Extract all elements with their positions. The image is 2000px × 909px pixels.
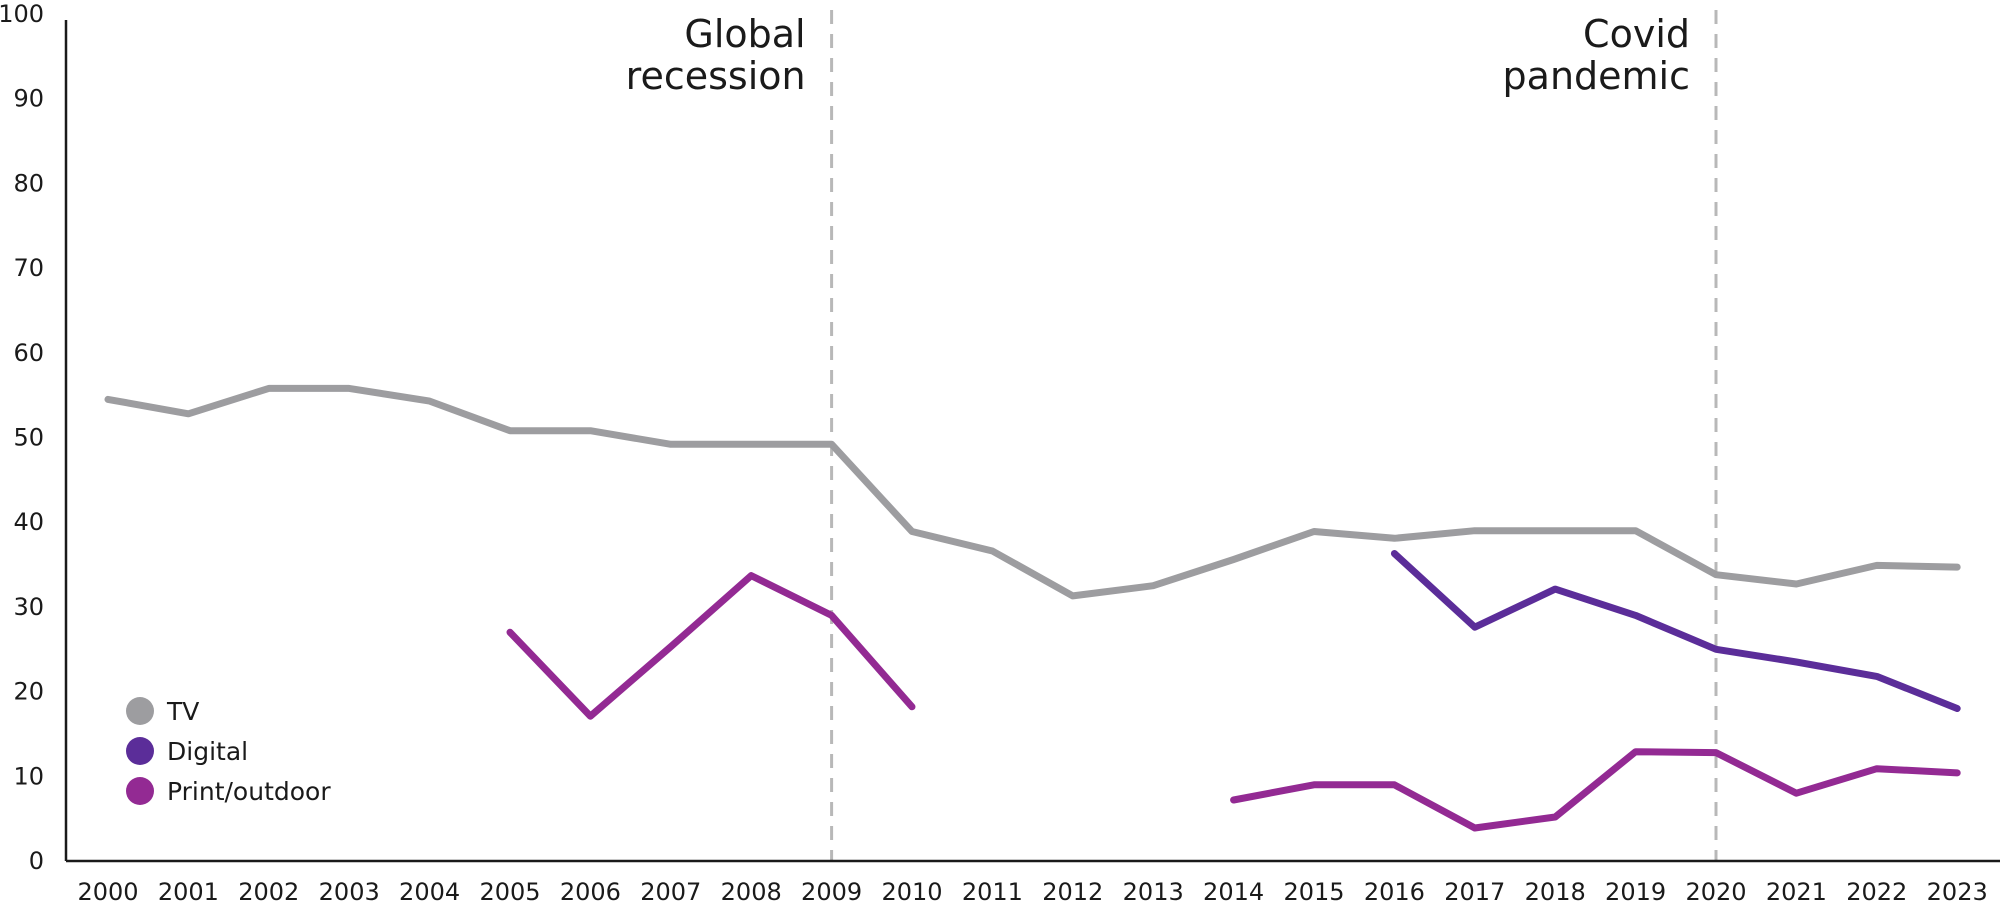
x-tick-label: 2017 xyxy=(1444,878,1505,906)
x-tick-label: 2018 xyxy=(1525,878,1586,906)
x-tick-label: 2021 xyxy=(1766,878,1827,906)
y-tick-label: 0 xyxy=(29,847,44,875)
y-tick-label: 70 xyxy=(13,254,44,282)
y-tick-label: 60 xyxy=(13,339,44,367)
x-tick-label: 2019 xyxy=(1605,878,1666,906)
y-axis-ticks: 0 10 20 30 40 50 60 70 80 90 100 xyxy=(0,0,44,875)
legend-label: Digital xyxy=(167,737,248,766)
series-line-digital xyxy=(1390,550,1961,712)
x-axis-ticks: 2000 2001 2002 2003 2004 2005 2006 2007 2008 2009… xyxy=(77,878,1987,906)
x-tick-label: 2012 xyxy=(1042,878,1103,906)
series-line-print-outdoor xyxy=(506,572,916,720)
x-tick-label: 2001 xyxy=(158,878,219,906)
x-tick-label: 2008 xyxy=(721,878,782,906)
legend-swatch xyxy=(126,777,154,805)
x-tick-label: 2015 xyxy=(1283,878,1344,906)
series-line-tv xyxy=(104,384,1961,600)
event-annotation-text: pandemic xyxy=(1503,54,1690,98)
x-tick-label: 2013 xyxy=(1123,878,1184,906)
x-tick-label: 2020 xyxy=(1685,878,1746,906)
y-tick-label: 100 xyxy=(0,0,44,28)
event-lines xyxy=(830,10,1718,861)
y-tick-label: 80 xyxy=(13,169,44,197)
x-tick-label: 2004 xyxy=(399,878,460,906)
series-lines xyxy=(104,384,1961,832)
x-tick-label: 2009 xyxy=(801,878,862,906)
series-line-print-outdoor xyxy=(1230,748,1961,832)
y-tick-label: 90 xyxy=(13,85,44,113)
x-tick-label: 2007 xyxy=(640,878,701,906)
legend-swatch xyxy=(126,737,154,765)
legend-label: TV xyxy=(166,697,199,726)
x-tick-label: 2002 xyxy=(238,878,299,906)
y-tick-label: 20 xyxy=(13,678,44,706)
x-tick-label: 2003 xyxy=(319,878,380,906)
y-tick-label: 30 xyxy=(13,593,44,621)
event-annotation-text: recession xyxy=(626,54,806,98)
x-tick-label: 2011 xyxy=(962,878,1023,906)
legend-label: Print/outdoor xyxy=(167,777,331,806)
x-tick-label: 2016 xyxy=(1364,878,1425,906)
x-tick-label: 2022 xyxy=(1846,878,1907,906)
x-tick-label: 2006 xyxy=(560,878,621,906)
x-tick-label: 2014 xyxy=(1203,878,1264,906)
event-annotation-text: Covid xyxy=(1583,12,1690,56)
event-annotation-text: Global xyxy=(684,12,805,56)
legend: TV Digital Print/outdoor xyxy=(126,697,331,806)
x-tick-label: 2000 xyxy=(77,878,138,906)
y-tick-label: 50 xyxy=(13,424,44,452)
x-tick-label: 2010 xyxy=(881,878,942,906)
legend-swatch xyxy=(126,697,154,725)
y-tick-label: 40 xyxy=(13,508,44,536)
x-tick-label: 2005 xyxy=(479,878,540,906)
y-tick-label: 10 xyxy=(13,762,44,790)
x-tick-label: 2023 xyxy=(1927,878,1988,906)
